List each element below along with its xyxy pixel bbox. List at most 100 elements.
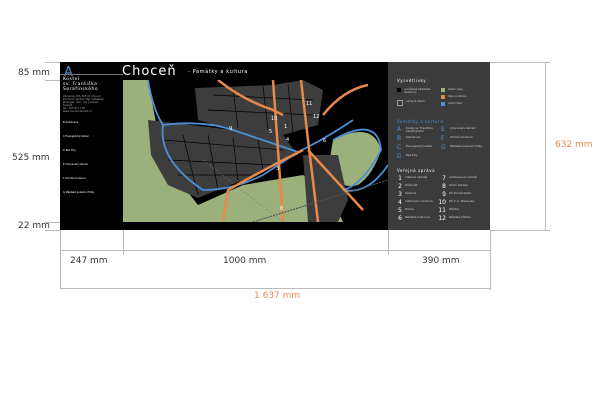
dim-map-height: 525 mm xyxy=(12,153,50,163)
public-label: Zimní stadion xyxy=(449,183,469,187)
public-number: 6 xyxy=(398,215,402,222)
page-subtitle: - Památky a kultura xyxy=(188,69,249,75)
swatch xyxy=(441,88,445,92)
legend-panel: Vysvětlivky současná zástavba (budovy) v… xyxy=(388,62,490,230)
city-map: 9 10 5 1 4 11 12 6 3 8 xyxy=(123,80,388,222)
page-title: Choceň xyxy=(122,64,177,79)
info-line: Tel.: 465 471 738 xyxy=(63,107,85,110)
main-road xyxy=(217,80,369,222)
dim-tick xyxy=(490,230,491,290)
public-label: Hřbitov xyxy=(449,207,460,211)
dim-tick xyxy=(490,230,550,231)
monuments-heading: Památky a kultura xyxy=(397,119,444,124)
map-label: 1 xyxy=(284,124,287,130)
monument-label: Městské pozemní fotky xyxy=(450,144,483,148)
map-label: 10 xyxy=(271,116,277,122)
legend-item: současná zástavba (budovy) xyxy=(397,87,438,95)
dim-right-width: 390 mm xyxy=(422,256,460,266)
monument-item: E Chocenský zámek xyxy=(441,126,476,133)
public-label: Radnice xyxy=(405,191,417,195)
section-title: G Městské pozemní fotky xyxy=(63,191,95,194)
public-number: 12 xyxy=(438,215,446,222)
legend-item: hlavní silnice xyxy=(441,94,467,99)
public-label: ZŠ Komenského xyxy=(449,191,472,195)
dim-tick xyxy=(60,230,61,290)
monument-item: A Kostel sv. Františka Serafínského xyxy=(397,126,440,134)
info-line: Švaněk xyxy=(63,104,73,107)
dim-bottom-height: 22 mm xyxy=(18,221,50,231)
monument-letter: C xyxy=(397,144,402,151)
dim-total-width: 1 637 mm xyxy=(254,291,301,301)
legend-label: veřejná zeleň xyxy=(406,99,425,103)
public-item: 9 ZŠ Komenského xyxy=(438,191,472,198)
dim-tick xyxy=(388,230,389,255)
dim-tick xyxy=(45,222,60,223)
public-label: Pošta ČR xyxy=(405,183,418,187)
monument-label: Evangelický kostel xyxy=(406,144,432,148)
public-item: 5 Policie xyxy=(394,207,414,214)
info-panel: Kostel sv. Františka Serafínského Zámeck… xyxy=(60,74,123,222)
dim-line-total-width xyxy=(60,288,490,289)
railway xyxy=(202,159,284,222)
info-text: Zámecké 233, 565 01 Choceň Duchovní sprá… xyxy=(60,94,123,114)
sign-board: A Choceň - Památky a kultura Kostel sv. … xyxy=(60,62,490,230)
legend-heading: Vysvětlivky xyxy=(397,78,427,83)
section-title: E Chocenský zámek xyxy=(63,163,88,166)
legend-label: zeleň, lesy xyxy=(448,87,463,91)
map-label: 6 xyxy=(323,138,326,144)
public-label: ZŠ T. G. Masaryka xyxy=(449,199,475,203)
legend-item: veřejná zeleň xyxy=(397,99,425,106)
heading-line: sv. Františka xyxy=(63,82,98,87)
monument-label: Chocenský zámek xyxy=(450,126,476,130)
monument-letter: F xyxy=(441,135,445,142)
city-block-area xyxy=(195,80,323,135)
info-line: Zámecké 233, 565 01 Choceň xyxy=(63,95,101,98)
monument-label: Orlické muzeum xyxy=(450,135,473,139)
section-title: F Orlické muzeum xyxy=(63,177,86,180)
public-item: 10 ZŠ T. G. Masaryka xyxy=(438,199,475,206)
swatch xyxy=(397,100,403,106)
map-label: 8 xyxy=(280,206,283,212)
swatch xyxy=(441,95,445,99)
dim-map-width: 1000 mm xyxy=(223,256,267,266)
map-label: 3 xyxy=(276,166,279,172)
public-item: 12 Městský hřbitov xyxy=(438,215,472,222)
dim-tick xyxy=(45,230,60,231)
dim-left-width: 247 mm xyxy=(70,256,108,266)
swatch xyxy=(441,102,445,106)
legend-label: hlavní silnice xyxy=(448,94,467,98)
monument-item: F Orlické muzeum xyxy=(441,135,473,142)
legend-item: zeleň, lesy xyxy=(441,87,463,92)
public-number: 8 xyxy=(442,183,446,190)
info-line: Plesinger, P.Lic. Ing. Jaroslav xyxy=(63,101,99,104)
railway xyxy=(252,179,388,222)
dim-tick xyxy=(45,62,60,63)
public-number: 1 xyxy=(398,175,402,182)
legend-item: vodní toky xyxy=(441,101,463,106)
public-number: 10 xyxy=(438,199,446,206)
dim-tick xyxy=(123,230,124,255)
section-title: C Evangelický kostel xyxy=(63,135,89,138)
public-label: Městský hřbitov xyxy=(449,215,472,219)
public-item: 6 Městská knihovna xyxy=(394,215,430,222)
public-item: 1 Vlakové nádraží xyxy=(394,175,427,182)
public-number: 7 xyxy=(442,175,446,182)
dim-tick xyxy=(45,80,60,81)
map-label: 11 xyxy=(306,101,312,107)
public-label: Autobusové nádraží xyxy=(449,175,477,179)
legend-label: vodní toky xyxy=(448,101,463,105)
swatch xyxy=(397,88,401,92)
public-item: 4 Informační centrum xyxy=(394,199,432,206)
monument-letter: A xyxy=(397,126,402,133)
public-number: 4 xyxy=(398,199,402,206)
public-number: 3 xyxy=(398,191,402,198)
monument-item: G Městské pozemní fotky xyxy=(441,144,483,151)
monument-label: Kostel sv. Františka Serafínského xyxy=(406,126,433,134)
map-labels: 9 10 5 1 4 11 12 6 3 8 xyxy=(229,101,326,212)
city-block-area xyxy=(303,155,348,222)
public-item: 7 Autobusové nádraží xyxy=(438,175,477,182)
map-label: 5 xyxy=(269,129,272,135)
public-number: 11 xyxy=(438,207,446,214)
monument-letter: B xyxy=(397,135,402,142)
dim-line-width xyxy=(60,250,490,251)
